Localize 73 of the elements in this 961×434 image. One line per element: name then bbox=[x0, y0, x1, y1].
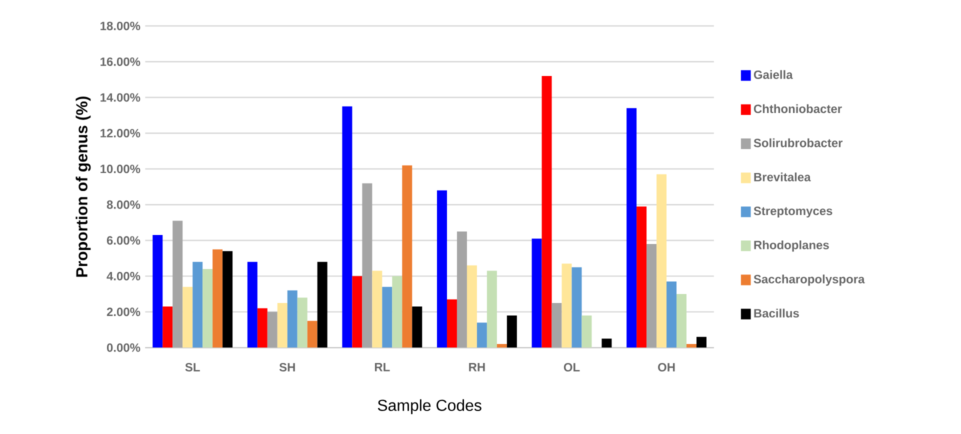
bar bbox=[636, 206, 647, 348]
bar bbox=[582, 316, 592, 348]
bar bbox=[686, 344, 696, 348]
bar bbox=[552, 303, 562, 348]
bar bbox=[342, 106, 352, 348]
bar bbox=[222, 251, 233, 348]
bar bbox=[656, 174, 667, 348]
bar bbox=[192, 262, 203, 348]
bar bbox=[162, 306, 173, 348]
bar bbox=[382, 287, 392, 348]
bar bbox=[562, 264, 572, 348]
bar bbox=[676, 294, 686, 348]
bar bbox=[352, 276, 362, 348]
bar bbox=[446, 300, 457, 348]
legend-label: Streptomyces bbox=[754, 206, 832, 218]
bar bbox=[496, 344, 507, 348]
bar bbox=[626, 108, 637, 348]
bar bbox=[372, 271, 382, 348]
bar bbox=[466, 266, 477, 348]
bar bbox=[212, 250, 223, 348]
x-tick-label: OH bbox=[658, 363, 675, 372]
legend-label: Saccharopolyspora bbox=[754, 274, 865, 286]
bar bbox=[267, 312, 278, 348]
bar bbox=[602, 338, 612, 348]
y-tick-label: 10.00% bbox=[100, 164, 140, 174]
bar bbox=[412, 306, 422, 348]
bar bbox=[666, 282, 677, 348]
bar bbox=[152, 235, 163, 348]
x-tick-label: RL bbox=[374, 363, 390, 372]
x-tick-label: RH bbox=[469, 363, 485, 372]
y-tick-label: 4.00% bbox=[106, 272, 140, 281]
bar bbox=[392, 276, 402, 348]
y-tick-label: 0.00% bbox=[106, 344, 140, 352]
bar bbox=[542, 76, 552, 348]
legend-label: Gaiella bbox=[754, 70, 793, 80]
legend-label: Solirubrobacter bbox=[754, 138, 843, 148]
bar bbox=[402, 166, 412, 348]
bar bbox=[436, 190, 447, 348]
legend-label: Brevitalea bbox=[754, 172, 811, 182]
bar bbox=[317, 262, 328, 348]
y-tick-label: 12.00% bbox=[100, 129, 140, 138]
bar bbox=[486, 271, 497, 348]
bar bbox=[297, 298, 308, 348]
bar bbox=[172, 220, 183, 348]
bar bbox=[307, 321, 318, 348]
bar bbox=[257, 308, 268, 348]
legend-label: Rhodoplanes bbox=[754, 240, 829, 252]
bar bbox=[182, 287, 193, 348]
bar bbox=[456, 232, 467, 348]
legend-label: Bacillus bbox=[754, 308, 799, 318]
bar bbox=[696, 337, 706, 348]
y-tick-label: 16.00% bbox=[100, 58, 140, 66]
x-tick-label: SL bbox=[185, 363, 200, 372]
bar bbox=[247, 262, 258, 348]
bar bbox=[277, 303, 288, 348]
y-axis-title: Proportion of genus (%) bbox=[76, 96, 91, 277]
bar bbox=[476, 322, 487, 348]
bar bbox=[646, 244, 657, 348]
bar bbox=[532, 238, 542, 348]
bar bbox=[202, 269, 213, 348]
x-tick-label: SH bbox=[279, 363, 295, 372]
y-tick-label: 18.00% bbox=[100, 22, 140, 30]
bar bbox=[572, 267, 582, 348]
bar bbox=[362, 183, 372, 348]
y-tick-label: 14.00% bbox=[100, 93, 140, 102]
y-tick-label: 8.00% bbox=[106, 200, 140, 210]
y-tick-label: 6.00% bbox=[106, 236, 140, 245]
bar bbox=[287, 290, 298, 348]
y-tick-label: 2.00% bbox=[106, 308, 140, 316]
bar bbox=[506, 316, 517, 348]
legend-label: Chthoniobacter bbox=[754, 104, 842, 114]
x-tick-label: OL bbox=[564, 363, 580, 372]
x-axis-title: Sample Codes bbox=[378, 400, 482, 414]
